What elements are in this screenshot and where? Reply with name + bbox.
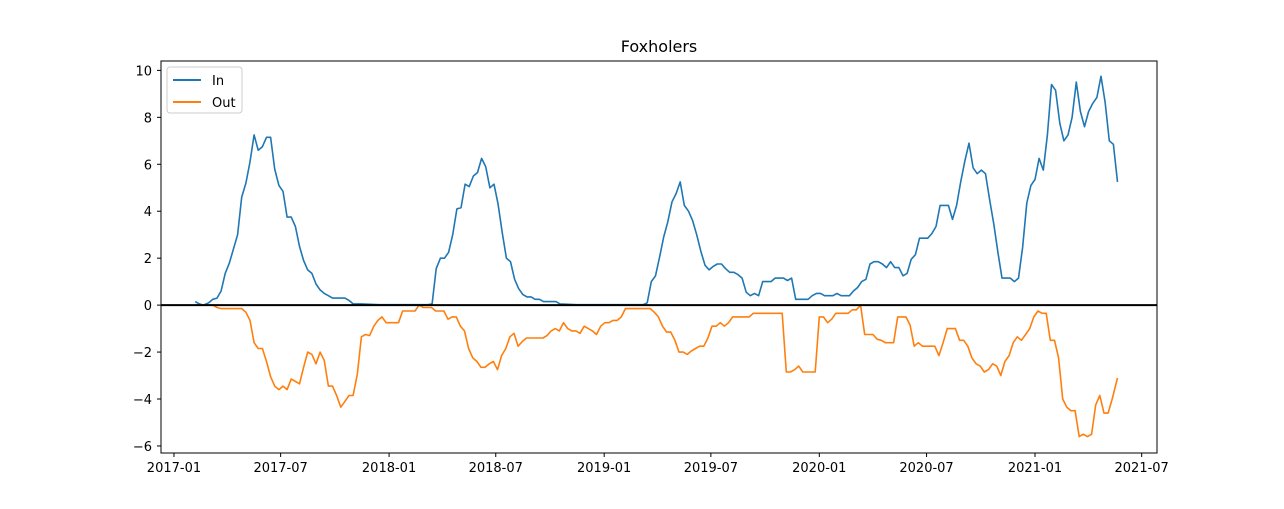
- y-tick-label: 4: [144, 205, 152, 220]
- legend-label-out: Out: [212, 96, 236, 111]
- x-tick-label: 2018-07: [469, 461, 523, 476]
- x-tick-label: 2021-01: [1008, 461, 1062, 476]
- y-tick-label: 10: [135, 64, 152, 79]
- y-axis: −6 −4 −2 0 2 4 6 8 10: [133, 64, 161, 455]
- x-tick-label: 2018-01: [362, 461, 416, 476]
- y-tick-label: −6: [133, 440, 152, 455]
- x-tick-label: 2019-01: [577, 461, 631, 476]
- x-axis: 2017-01 2017-07 2018-01 2018-07 2019-01 2019-…: [147, 453, 1169, 476]
- x-tick-label: 2019-07: [684, 461, 738, 476]
- x-tick-label: 2020-07: [899, 461, 953, 476]
- legend: In Out: [166, 66, 243, 114]
- x-tick-label: 2020-01: [792, 461, 846, 476]
- chart-title: Foxholers: [621, 37, 698, 56]
- y-tick-label: −2: [133, 346, 152, 361]
- y-tick-label: 0: [144, 299, 152, 314]
- x-tick-label: 2021-07: [1115, 461, 1169, 476]
- series-line-in: [194, 75, 1119, 306]
- y-tick-label: 8: [144, 111, 152, 126]
- x-tick-label: 2017-01: [147, 461, 201, 476]
- series-line-out: [195, 304, 1119, 438]
- series-layer: [194, 75, 1119, 438]
- legend-label-in: In: [212, 74, 224, 89]
- y-tick-label: 2: [144, 252, 152, 267]
- y-tick-label: 6: [144, 158, 152, 173]
- x-tick-label: 2017-07: [253, 461, 307, 476]
- plot-frame: [160, 60, 1158, 454]
- y-tick-label: −4: [133, 393, 152, 408]
